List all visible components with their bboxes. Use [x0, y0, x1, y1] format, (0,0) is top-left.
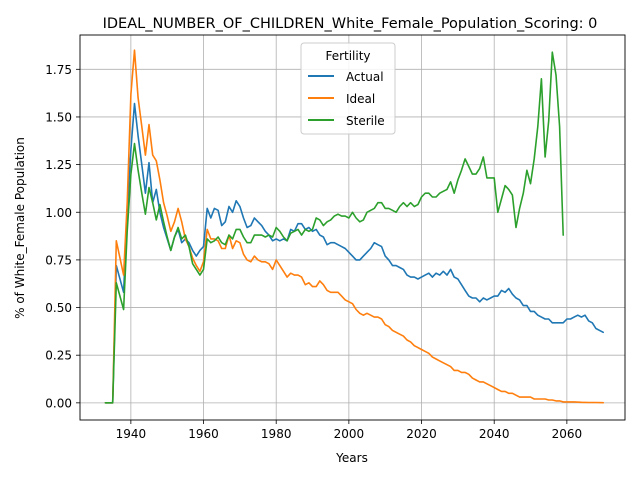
x-tick-label: 1980	[261, 427, 292, 441]
y-tick-label: 0.50	[45, 301, 72, 315]
legend-item-actual: Actual	[308, 70, 384, 84]
y-tick-label: 0.00	[45, 396, 72, 410]
x-tick-label: 1940	[116, 427, 147, 441]
series-line-sterile	[104, 51, 564, 404]
legend-label-ideal: Ideal	[346, 92, 375, 106]
x-tick-label: 1960	[188, 427, 219, 441]
series-line-actual	[104, 102, 604, 404]
y-tick-label: 1.50	[45, 110, 72, 124]
y-tick-label: 0.25	[45, 349, 72, 363]
x-tick-label: 2020	[406, 427, 437, 441]
legend: Fertility Actual Ideal Sterile	[300, 42, 396, 135]
y-axis: 0.00 0.25 0.50 0.75 1.00 1.25 1.50 1.75	[45, 63, 80, 410]
x-tick-label: 2040	[479, 427, 510, 441]
plot-frame	[79, 34, 626, 421]
x-tick-label: 2000	[334, 427, 365, 441]
legend-label-actual: Actual	[346, 70, 384, 84]
x-tick-label: 2060	[552, 427, 583, 441]
legend-item-sterile: Sterile	[308, 114, 385, 128]
y-tick-label: 1.25	[45, 158, 72, 172]
legend-item-ideal: Ideal	[308, 92, 375, 106]
y-tick-label: 0.75	[45, 253, 72, 267]
y-axis-label: % of White_Female Population	[13, 137, 27, 319]
chart-title: IDEAL_NUMBER_OF_CHILDREN_White_Female_Po…	[103, 16, 598, 32]
legend-title: Fertility	[325, 49, 370, 63]
y-tick-label: 1.75	[45, 63, 72, 77]
series-group	[104, 49, 604, 404]
x-axis: 1940 1960 1980 2000 2020 2040 2060	[116, 420, 583, 441]
legend-label-sterile: Sterile	[346, 114, 385, 128]
x-axis-label: Years	[335, 451, 368, 465]
y-tick-label: 1.00	[45, 206, 72, 220]
